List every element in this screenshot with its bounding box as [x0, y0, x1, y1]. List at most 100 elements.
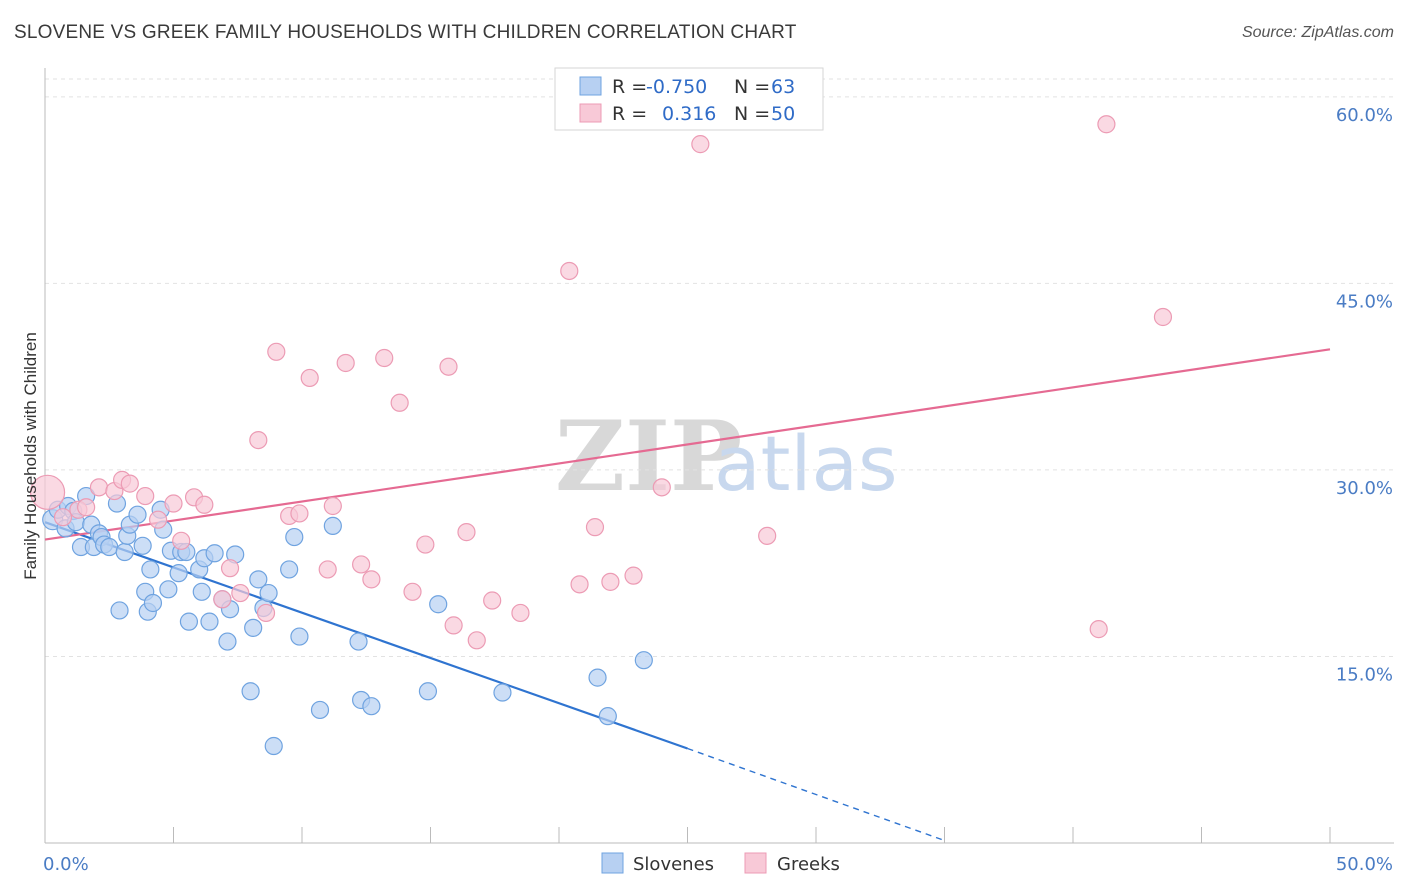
point-slovenes: [429, 595, 448, 614]
point-slovenes: [362, 697, 381, 716]
trend-line-greeks: [44, 348, 1331, 541]
legend-swatch-greeks: [579, 103, 602, 123]
point-slovenes: [241, 682, 260, 701]
point-greeks: [231, 583, 250, 603]
point-greeks: [457, 523, 476, 542]
point-greeks: [220, 559, 240, 578]
point-slovenes: [133, 536, 152, 555]
point-greeks: [444, 616, 463, 635]
point-slovenes: [249, 570, 268, 589]
point-slovenes: [244, 618, 263, 637]
y-tick-label: 60.0%: [1336, 105, 1393, 126]
point-slovenes: [115, 542, 134, 562]
point-greeks: [29, 474, 66, 510]
axes: [44, 68, 1394, 844]
chart-title: SLOVENE VS GREEK FAMILY HOUSEHOLDS WITH …: [14, 22, 797, 43]
point-greeks: [256, 603, 276, 623]
point-greeks: [652, 478, 671, 497]
point-greeks: [467, 631, 486, 650]
legend-n-label: N =: [734, 76, 770, 98]
legend-bottom-slovenes: Slovenes: [633, 854, 714, 875]
source-label: Source: ZipAtlas.com: [1241, 24, 1394, 41]
trend-lines: [44, 348, 1331, 842]
point-greeks: [195, 495, 214, 514]
point-slovenes: [493, 683, 512, 702]
point-greeks: [691, 135, 710, 154]
point-slovenes: [218, 632, 237, 651]
y-tick-label: 15.0%: [1336, 664, 1393, 685]
point-slovenes: [285, 527, 304, 547]
point-slovenes: [128, 505, 147, 524]
point-slovenes: [290, 627, 309, 646]
watermark-atlas: atlas: [714, 419, 898, 508]
point-greeks: [336, 353, 355, 373]
legend-bottom-greeks: Greeks: [777, 854, 840, 875]
legend-r-value: -0.750: [646, 76, 707, 98]
point-greeks: [249, 430, 268, 450]
point-greeks: [483, 591, 502, 610]
point-greeks: [624, 566, 643, 585]
point-slovenes: [418, 682, 438, 701]
legend-r-label: R =: [612, 103, 647, 125]
legend-swatch-slovenes: [579, 76, 602, 96]
legend-bottom: Slovenes Greeks: [601, 852, 840, 875]
x-tick-label: 0.0%: [43, 854, 89, 875]
point-greeks: [77, 498, 96, 517]
point-greeks: [1089, 620, 1108, 639]
legend-r-label: R =: [612, 76, 647, 98]
point-slovenes: [259, 583, 278, 603]
point-greeks: [136, 486, 155, 506]
point-greeks: [120, 474, 139, 493]
point-slovenes: [323, 516, 342, 535]
point-greeks: [439, 357, 458, 376]
legend-n-value: 50: [771, 103, 795, 125]
point-slovenes: [588, 668, 607, 687]
data-points: [29, 115, 1173, 756]
y-axis-label: Family Households with Children: [21, 332, 40, 580]
point-greeks: [323, 496, 342, 516]
point-slovenes: [179, 612, 199, 631]
point-greeks: [172, 531, 191, 550]
point-greeks: [375, 348, 394, 368]
point-greeks: [300, 368, 319, 388]
legend-n-label: N =: [734, 103, 770, 125]
point-slovenes: [349, 632, 368, 651]
point-greeks: [352, 555, 371, 574]
point-greeks: [148, 510, 168, 529]
point-greeks: [213, 590, 232, 609]
point-greeks: [53, 508, 73, 527]
point-slovenes: [598, 707, 617, 726]
trend-line-slovenes: [44, 521, 688, 750]
point-slovenes: [192, 582, 211, 601]
legend-bottom-swatch-greeks: [744, 852, 767, 874]
point-greeks: [570, 575, 589, 594]
watermark-zip: ZIP: [555, 400, 742, 513]
legend-top: R = -0.750 N = 63 R = 0.316 N = 50: [554, 67, 824, 131]
point-slovenes: [141, 560, 160, 579]
point-slovenes: [264, 736, 283, 756]
point-greeks: [390, 393, 409, 412]
y-tick-label: 30.0%: [1336, 478, 1393, 499]
point-slovenes: [110, 601, 129, 620]
x-tick-label: 50.0%: [1336, 854, 1393, 875]
point-slovenes: [169, 564, 188, 583]
legend-r-value: 0.316: [662, 103, 716, 125]
legend-bottom-swatch-slovenes: [601, 852, 624, 874]
point-greeks: [1153, 307, 1173, 327]
point-greeks: [403, 582, 422, 601]
point-slovenes: [205, 544, 224, 563]
point-greeks: [290, 504, 309, 523]
point-greeks: [89, 478, 109, 497]
point-greeks: [1097, 115, 1116, 134]
point-greeks: [164, 494, 183, 513]
point-greeks: [601, 572, 620, 591]
point-slovenes: [634, 651, 653, 670]
legend-n-value: 63: [771, 76, 795, 98]
tick-labels: 15.0% 30.0% 45.0% 60.0% 0.0% 50.0%: [43, 105, 1393, 875]
point-greeks: [267, 342, 286, 361]
point-greeks: [318, 560, 337, 579]
y-tick-label: 45.0%: [1336, 291, 1393, 312]
point-slovenes: [159, 580, 178, 599]
point-slovenes: [200, 612, 219, 631]
